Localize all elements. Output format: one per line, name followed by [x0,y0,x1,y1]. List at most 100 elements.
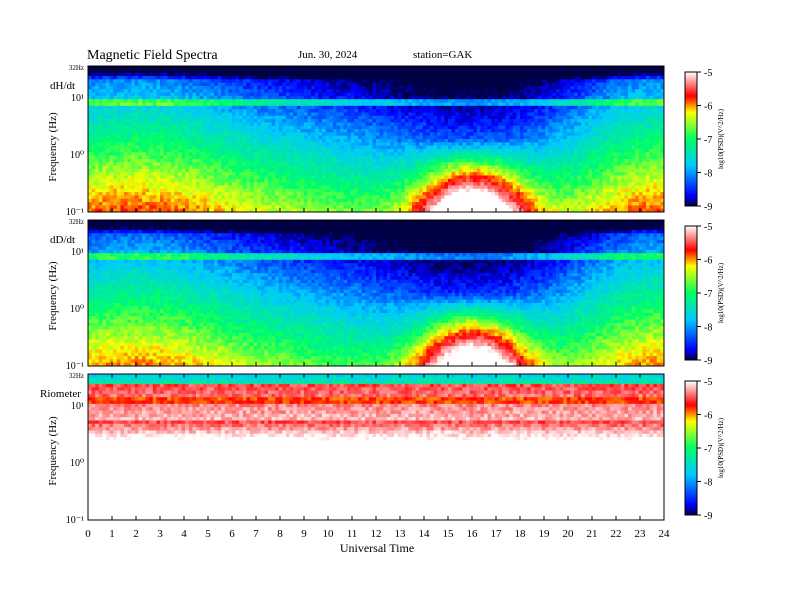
spectrogram-cell [476,168,481,173]
spectrogram-cell [304,89,308,93]
spectrogram-cell [390,142,395,147]
spectrogram-cell [437,205,442,210]
spectrogram-cell [322,175,326,180]
spectrogram-cell [134,102,139,107]
spectrogram-cell [419,165,424,170]
spectrogram-cell [134,168,139,173]
spectrogram-cell [88,158,92,163]
spectrogram-cell [476,142,481,147]
spectrogram-cell [203,132,208,137]
spectrogram-cell [138,72,143,77]
spectrogram-cell [88,89,92,93]
spectrogram-cell [433,95,438,100]
spectrogram-cell [415,178,420,183]
spectrogram-cell [408,205,413,210]
spectrogram-cell [210,102,215,107]
spectrogram-cell [426,178,431,183]
spectrogram-cell [174,112,179,117]
spectrogram-cell [347,82,352,87]
spectrogram-cell [282,95,287,100]
spectrogram-cell [116,105,121,110]
spectrogram-cell [113,195,118,200]
spectrogram-cell [476,188,481,193]
spectrogram-cell [221,175,226,180]
spectrogram-cell [300,102,305,107]
spectrogram-cell [275,155,280,160]
spectrogram-cell [430,172,434,176]
spectrogram-cell [487,66,492,70]
spectrogram-cell [228,105,233,110]
spectrogram-cell [275,178,280,183]
spectrogram-cell [415,66,420,70]
spectrogram-cell [430,119,434,123]
spectrogram-cell [271,175,276,180]
spectrogram-cell [455,178,460,183]
spectrogram-cell [300,182,305,186]
spectrogram-cell [188,132,193,137]
spectrogram-cell [235,105,240,110]
spectrogram-cell [106,85,110,90]
spectrogram-cell [174,115,179,120]
spectrogram-cell [397,82,402,87]
spectrogram-cell [138,79,143,83]
spectrogram-cell [444,75,449,80]
spectrogram-cell [401,92,406,97]
spectrogram-cell [314,89,319,93]
spectrogram-cell [354,99,359,103]
spectrogram-cell [466,129,470,133]
spectrogram-cell [376,145,380,150]
spectrogram-cell [113,129,118,133]
spectrogram-cell [296,208,301,212]
spectrogram-cell [368,85,373,90]
spectrogram-cell [188,82,193,87]
spectrogram-cell [347,155,352,160]
spectrogram-cell [232,182,236,186]
spectrogram-cell [368,119,373,123]
spectrogram-cell [440,155,445,160]
spectrogram-cell [214,148,218,153]
spectrogram-cell [109,105,114,110]
spectrogram-cell [318,175,323,180]
spectrogram-cell [221,115,226,120]
spectrogram-cell [491,168,496,173]
spectrogram-cell [116,66,121,70]
spectrogram-cell [462,85,467,90]
spectrogram-cell [430,105,434,110]
spectrogram-cell [282,182,287,186]
spectrogram-cell [178,162,182,166]
spectrogram-cell [422,148,427,153]
spectrogram-cell [455,75,460,80]
spectrogram-cell [379,72,384,77]
spectrogram-cell [134,89,139,93]
spectrogram-cell [440,148,445,153]
spectrogram-cell [217,208,222,212]
spectrogram-cell [152,155,157,160]
spectrogram-cell [239,148,244,153]
spectrogram-cell [300,202,305,206]
spectrogram-cell [462,152,467,156]
spectrogram-cell [239,182,244,186]
spectrogram-cell [271,202,276,206]
spectrogram-cell [224,132,229,137]
spectrogram-cell [494,72,499,77]
spectrogram-cell [390,155,395,160]
spectrogram-cell [286,178,290,183]
spectrogram-cell [476,79,481,83]
spectrogram-cell [415,129,420,133]
spectrogram-cell [260,99,265,103]
spectrogram-cell [322,162,326,166]
spectrogram-cell [232,142,236,147]
spectrogram-cell [397,198,402,203]
spectrogram-cell [354,129,359,133]
spectrogram-cell [314,132,319,137]
spectrogram-cell [397,85,402,90]
spectrogram-cell [217,105,222,110]
spectrogram-cell [491,92,496,97]
spectrogram-cell [494,112,499,117]
spectrogram-cell [170,69,175,74]
spectrogram-cell [102,79,107,83]
spectrogram-cell [116,208,121,212]
spectrogram-cell [444,158,449,163]
spectrogram-cell [250,122,254,127]
spectrogram-cell [469,135,474,140]
